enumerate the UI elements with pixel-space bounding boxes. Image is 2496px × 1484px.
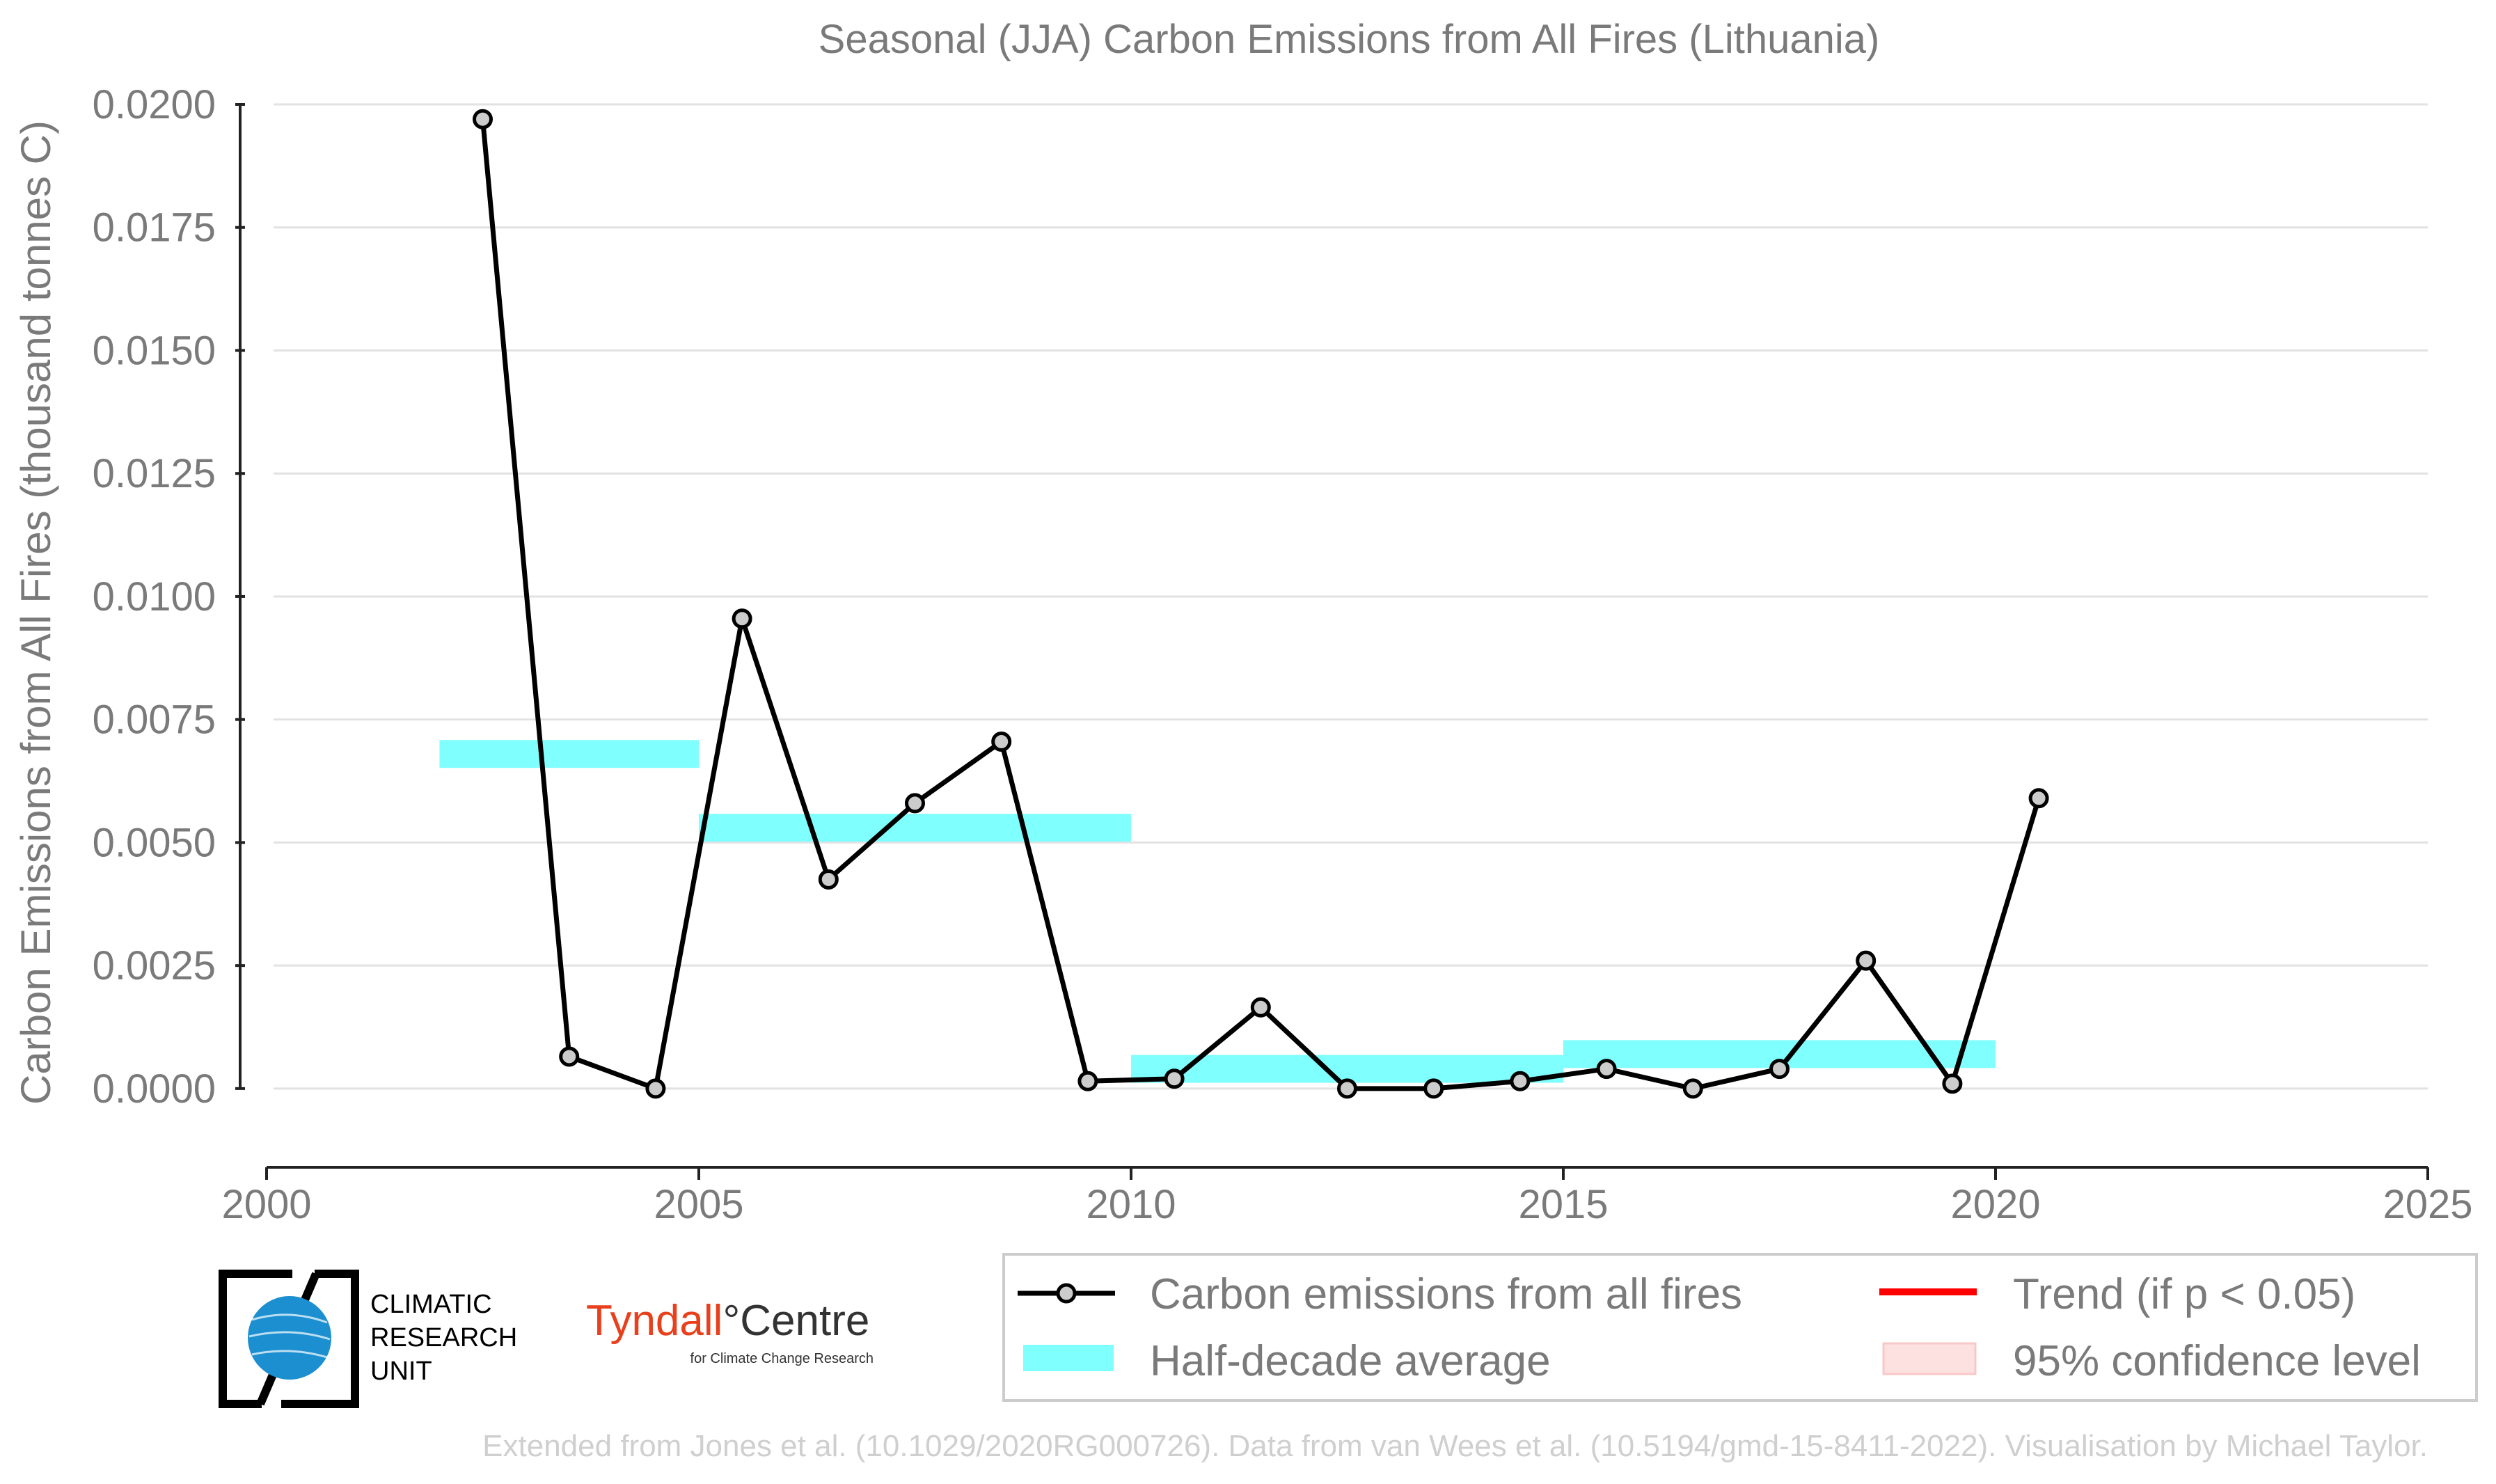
data-point [991, 731, 1012, 752]
data-point [1250, 997, 1271, 1018]
tyndall-subtitle: for Climate Change Research [690, 1351, 874, 1366]
data-point [1942, 1073, 1963, 1094]
legend-label-half-decade: Half-decade average [1150, 1337, 1551, 1385]
y-tick-label: 0.0200 [93, 82, 216, 127]
emissions-series [473, 109, 2049, 1099]
grid-lines [274, 103, 2428, 1090]
series-line [480, 118, 2041, 1091]
tyndall-logo: Tyndall°Centre for Climate Change Resear… [586, 1297, 874, 1366]
x-tick-label: 2010 [1086, 1182, 1176, 1227]
footer-credits: Extended from Jones et al. (10.1029/2020… [482, 1429, 2428, 1463]
half-decade-average-bands [439, 740, 1996, 1083]
x-tick-label: 2000 [221, 1182, 311, 1227]
cru-logo: CLIMATIC RESEARCH UNIT [219, 1270, 517, 1408]
y-axis-ticks: 0.0000 0.0025 0.0050 0.0075 0.0100 0.0125 0.01… [93, 82, 245, 1112]
y-tick-label: 0.0025 [93, 943, 216, 988]
x-tick-label: 2025 [2383, 1182, 2472, 1227]
y-tick-label: 0.0075 [93, 697, 216, 743]
y-tick-label: 0.0150 [93, 328, 216, 373]
y-tick-label: 0.0100 [93, 574, 216, 619]
data-point [1856, 950, 1877, 971]
data-point [1596, 1059, 1617, 1080]
data-point [1164, 1068, 1185, 1089]
legend: Carbon emissions from all fires Trend (i… [1002, 1253, 2478, 1402]
y-tick-label: 0.0050 [93, 820, 216, 865]
legend-label-trend: Trend (if p < 0.05) [2013, 1270, 2355, 1318]
cru-globe-lines [248, 1313, 331, 1359]
tyndall-name-part2: °Centre [722, 1297, 869, 1345]
y-tick-label: 0.0175 [93, 205, 216, 251]
legend-swatch-confidence [1882, 1342, 1977, 1375]
data-point [818, 869, 839, 890]
y-tick-label: 0.0000 [93, 1066, 216, 1112]
data-point [2028, 788, 2049, 809]
cru-text-line3: UNIT [370, 1357, 432, 1386]
legend-swatch-half-decade [1023, 1345, 1114, 1371]
legend-label-emissions: Carbon emissions from all fires [1150, 1270, 1742, 1318]
x-tick-label: 2015 [1518, 1182, 1608, 1227]
x-tick-label: 2005 [654, 1182, 743, 1227]
cru-text-line2: RESEARCH [370, 1323, 517, 1352]
data-point [1510, 1071, 1531, 1091]
data-point [1337, 1078, 1357, 1099]
data-point [732, 608, 752, 629]
y-axis-label: Carbon Emissions from All Fires (thousan… [13, 120, 59, 1105]
half-decade-average-bar [1131, 1055, 1563, 1083]
half-decade-average-bar [439, 740, 699, 768]
x-axis: 2000 2005 2010 2015 2020 2025 [221, 1166, 2473, 1227]
data-point [1682, 1078, 1703, 1099]
tyndall-name-part1: Tyndall [586, 1297, 722, 1345]
data-point [473, 109, 493, 129]
data-point [1077, 1071, 1098, 1091]
x-tick-label: 2020 [1950, 1182, 2040, 1227]
cru-text-line1: CLIMATIC [370, 1290, 492, 1319]
data-point [559, 1046, 580, 1067]
data-point [645, 1078, 666, 1099]
legend-frame [1002, 1253, 2478, 1402]
half-decade-average-bar [699, 814, 1131, 842]
svg-text:Tyndall°Centre: Tyndall°Centre [586, 1297, 869, 1345]
legend-label-confidence: 95% confidence level [2013, 1337, 2421, 1385]
y-tick-label: 0.0125 [93, 451, 216, 496]
legend-marker-emissions [1056, 1283, 1077, 1304]
cru-globe-icon [248, 1296, 331, 1380]
data-point [1769, 1059, 1790, 1080]
data-point [905, 793, 925, 814]
data-point [1423, 1078, 1444, 1099]
chart-title: Seasonal (JJA) Carbon Emissions from All… [819, 17, 1880, 62]
